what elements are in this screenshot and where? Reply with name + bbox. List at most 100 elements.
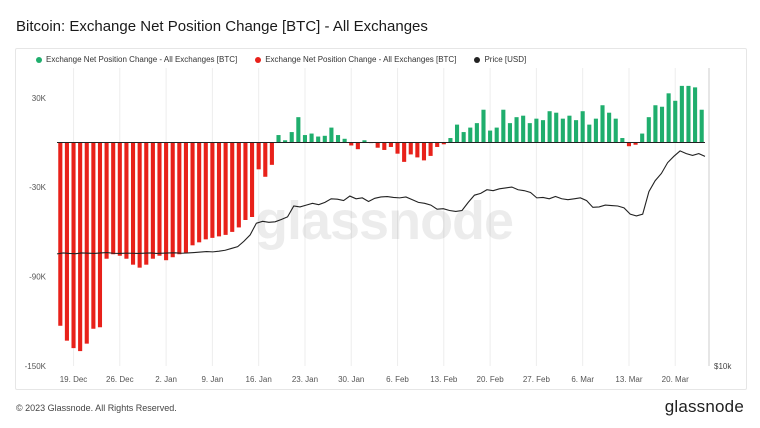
bar-50: [388, 142, 393, 147]
bar-78: [574, 120, 579, 143]
chart-panel: Exchange Net Position Change - All Excha…: [15, 48, 747, 390]
bar-35: [289, 132, 294, 143]
bar-41: [329, 127, 334, 143]
bar-69: [514, 117, 519, 143]
legend-item-negative[interactable]: Exchange Net Position Change - All Excha…: [255, 55, 456, 64]
bar-77: [567, 115, 572, 143]
bar-51: [395, 142, 400, 154]
bar-75: [554, 112, 559, 143]
bar-31: [263, 142, 268, 177]
bar-10: [124, 142, 129, 259]
bar-8: [111, 142, 116, 255]
legend-item-price[interactable]: Price [USD]: [474, 55, 526, 64]
bar-6: [97, 142, 103, 328]
bar-14: [150, 142, 155, 259]
bar-74: [547, 111, 552, 143]
right-axis-label: $10k: [714, 362, 732, 371]
y-tick-label-1: -30K: [29, 183, 47, 192]
bar-95: [686, 85, 691, 143]
bar-68: [507, 123, 512, 143]
bar-19: [183, 142, 188, 253]
legend: Exchange Net Position Change - All Excha…: [36, 55, 526, 64]
bar-12: [137, 142, 142, 268]
x-tick-label-11: 6. Mar: [571, 375, 594, 384]
bar-2: [71, 142, 76, 349]
bar-85: [620, 138, 625, 143]
bar-63: [474, 123, 479, 143]
bar-86: [626, 142, 632, 147]
bar-45: [355, 142, 360, 150]
x-tick-label-7: 6. Feb: [386, 375, 409, 384]
bar-9: [117, 142, 122, 256]
bar-36: [296, 117, 301, 143]
bar-29: [250, 142, 255, 217]
bar-64: [481, 109, 486, 143]
bar-65: [488, 130, 493, 143]
x-tick-label-5: 23. Jan: [292, 375, 318, 384]
bar-46: [362, 140, 367, 143]
bar-76: [560, 118, 565, 143]
y-axis-labels: 30K -30K -90K -150K: [25, 94, 47, 371]
page-title: Bitcoin: Exchange Net Position Change [B…: [16, 18, 428, 35]
bar-23: [210, 142, 215, 238]
bar-26: [230, 142, 235, 232]
bar-79: [580, 111, 585, 143]
bar-83: [607, 112, 612, 143]
bar-93: [673, 100, 678, 143]
bar-96: [693, 87, 698, 143]
bar-11: [130, 142, 136, 265]
bar-92: [666, 93, 671, 143]
legend-dot-black-icon: [474, 56, 481, 63]
bar-22: [203, 142, 208, 240]
bar-5: [91, 142, 96, 329]
y-tick-label-0: 30K: [32, 94, 47, 103]
bar-52: [402, 142, 407, 162]
x-tick-label-4: 16. Jan: [246, 375, 272, 384]
bar-4: [84, 142, 89, 344]
legend-dot-green-icon: [36, 56, 42, 63]
bar-37: [302, 135, 308, 143]
bar-97: [699, 109, 704, 143]
bar-53: [408, 142, 413, 155]
bar-18: [177, 142, 182, 255]
bar-91: [659, 106, 665, 143]
x-tick-label-2: 2. Jan: [155, 375, 177, 384]
bar-87: [633, 142, 638, 145]
bar-66: [494, 127, 499, 143]
bar-55: [421, 142, 427, 161]
legend-item-positive[interactable]: Exchange Net Position Change - All Excha…: [36, 55, 237, 64]
bar-25: [223, 142, 228, 235]
bar-28: [243, 142, 248, 220]
x-tick-label-10: 27. Feb: [523, 375, 551, 384]
bar-27: [236, 142, 241, 228]
bar-59: [448, 138, 453, 143]
price-line: [56, 150, 706, 255]
glassnode-logo[interactable]: glassnode: [664, 397, 744, 416]
bar-17: [170, 142, 175, 258]
bar-1: [64, 142, 69, 341]
bar-24: [216, 142, 222, 237]
bar-94: [679, 85, 684, 143]
bar-88: [640, 133, 645, 143]
bar-40: [322, 135, 327, 143]
gridlines: [73, 68, 676, 366]
bar-84: [613, 118, 618, 143]
bars: [58, 85, 704, 352]
bar-57: [435, 142, 440, 147]
bar-61: [461, 132, 466, 143]
bar-20: [190, 142, 195, 246]
legend-dot-red-icon: [255, 56, 262, 63]
bar-48: [375, 142, 380, 148]
bar-38: [309, 133, 314, 143]
legend-label-price: Price [USD]: [484, 55, 527, 64]
bar-73: [540, 120, 546, 143]
bar-81: [593, 118, 598, 143]
bar-60: [454, 124, 460, 143]
x-tick-label-0: 19. Dec: [60, 375, 88, 384]
x-tick-label-12: 13. Mar: [615, 375, 642, 384]
bar-56: [428, 142, 433, 156]
bar-67: [501, 109, 506, 143]
x-tick-label-6: 30. Jan: [338, 375, 364, 384]
bar-80: [587, 124, 592, 143]
